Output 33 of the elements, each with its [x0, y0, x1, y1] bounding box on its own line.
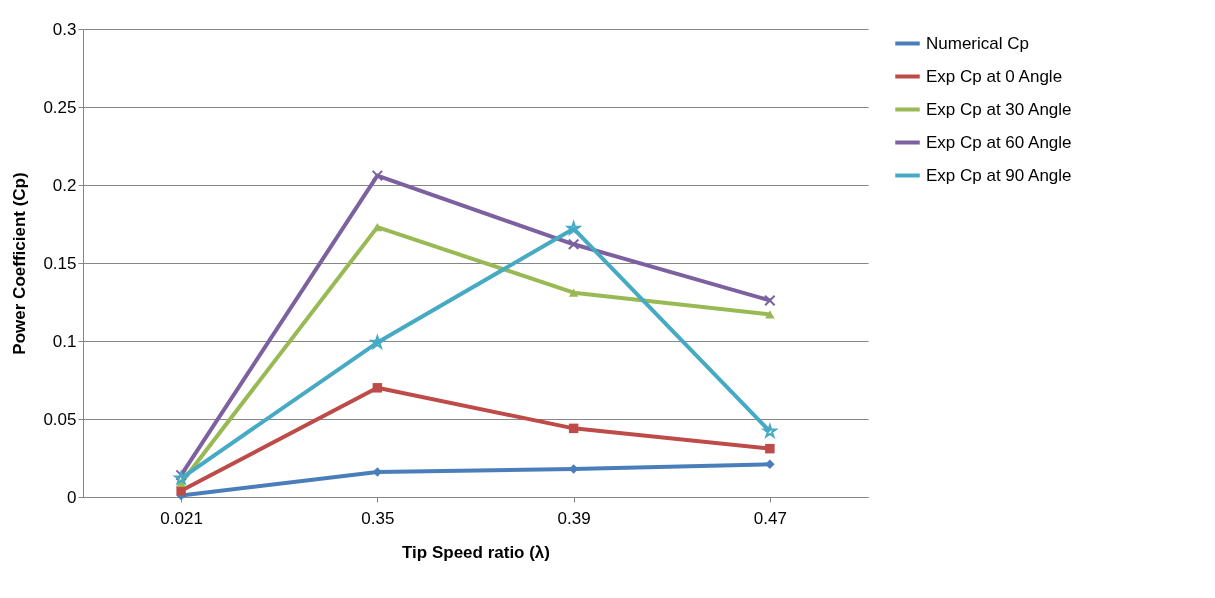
point [765, 459, 775, 469]
point [372, 223, 383, 232]
x-tick-label: 0.35 [361, 508, 395, 528]
legend-label: Exp Cp at 0 Angle [926, 66, 1063, 86]
x-tick-label: 0.47 [753, 508, 787, 528]
y-tick-label: 0.2 [52, 175, 77, 195]
point [567, 238, 580, 251]
point [765, 310, 775, 319]
point [368, 333, 386, 351]
point [372, 383, 383, 393]
y-tick-label: 0.3 [52, 19, 77, 39]
legend-label: Numerical Cp [926, 33, 1029, 53]
legend-label: Exp Cp at 90 Angle [926, 165, 1072, 185]
point [176, 486, 186, 496]
y-tick-label: 0 [67, 487, 77, 507]
point [568, 288, 579, 297]
y-axis-title: Power Coefficient (Cp) [10, 172, 30, 355]
point [763, 424, 777, 438]
y-tick-label: 0.25 [43, 97, 77, 117]
point [371, 169, 384, 182]
legend-label: Exp Cp at 60 Angle [926, 132, 1072, 152]
y-tick-label: 0.15 [43, 253, 77, 273]
legend-label: Exp Cp at 30 Angle [926, 99, 1072, 119]
x-axis-title: Tip Speed ratio (λ) [402, 542, 550, 562]
point [568, 423, 579, 434]
point [764, 294, 776, 307]
point [765, 443, 775, 454]
y-tick-label: 0.1 [52, 331, 77, 351]
y-tick-label: 0.05 [43, 409, 77, 429]
point [565, 219, 583, 237]
x-tick-label: 0.39 [557, 508, 591, 528]
x-tick-label: 0.021 [160, 508, 203, 528]
point [174, 471, 188, 485]
